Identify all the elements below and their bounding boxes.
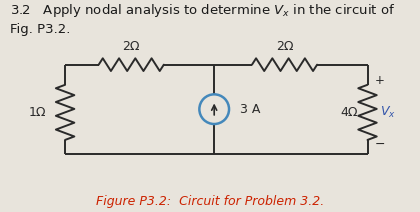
Text: 3.2   Apply nodal analysis to determine $V_x$ in the circuit of
Fig. P3.2.: 3.2 Apply nodal analysis to determine $V… bbox=[10, 2, 396, 36]
Text: 4Ω: 4Ω bbox=[340, 106, 358, 119]
Text: 1Ω: 1Ω bbox=[29, 106, 47, 119]
Text: 2Ω: 2Ω bbox=[123, 40, 140, 53]
Text: Figure P3.2:  Circuit for Problem 3.2.: Figure P3.2: Circuit for Problem 3.2. bbox=[96, 195, 324, 208]
Text: −: − bbox=[375, 138, 386, 151]
Text: 2Ω: 2Ω bbox=[276, 40, 293, 53]
Text: 3 A: 3 A bbox=[239, 103, 260, 116]
Text: +: + bbox=[375, 74, 385, 87]
Text: $V_x$: $V_x$ bbox=[380, 105, 396, 120]
